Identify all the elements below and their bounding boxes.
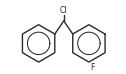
Text: F: F xyxy=(90,63,94,72)
Text: Cl: Cl xyxy=(60,6,68,15)
